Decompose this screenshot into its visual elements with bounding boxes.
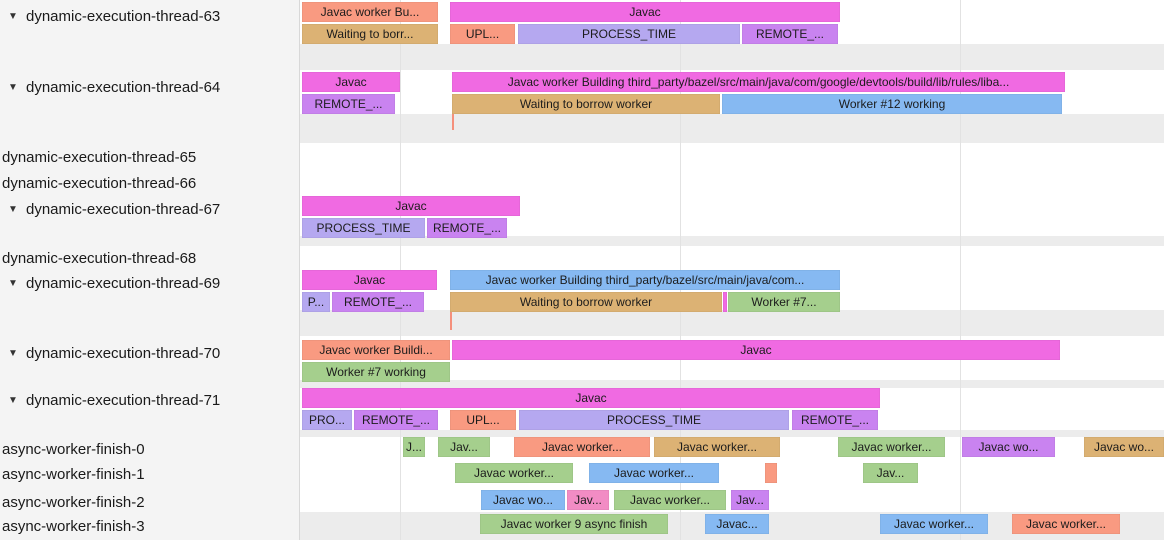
trace-slice[interactable]: Javac wo... [962,437,1055,457]
trace-slice[interactable]: UPL... [450,24,515,44]
trace-slice[interactable]: PROCESS_TIME [519,410,789,430]
row-band [300,44,1164,70]
track-label-text: dynamic-execution-thread-66 [2,174,197,192]
trace-slice[interactable]: Javac worker... [838,437,945,457]
trace-slice[interactable]: Worker #12 working [722,94,1062,114]
collapse-triangle-icon[interactable]: ▼ [8,347,18,359]
row-band [300,236,1164,246]
track-label-text: dynamic-execution-thread-64 [26,78,221,96]
track-label-dynamic-execution-thread-69[interactable]: ▼ dynamic-execution-thread-69 [8,273,220,293]
track-label-text: dynamic-execution-thread-68 [2,249,197,267]
collapse-triangle-icon[interactable]: ▼ [8,10,18,22]
row-band [300,310,1164,336]
track-label-async-worker-finish-3[interactable]: async-worker-finish-3 [2,516,145,536]
time-gridline [960,0,961,540]
collapse-triangle-icon[interactable]: ▼ [8,277,18,289]
trace-slice[interactable]: Javac wo... [1084,437,1164,457]
trace-slice[interactable]: Javac wo... [481,490,565,510]
trace-slice[interactable]: Javac worker... [589,463,719,483]
row-band [300,114,1164,143]
trace-slice[interactable]: Worker #7 working [302,362,450,382]
trace-slice[interactable]: Jav... [438,437,490,457]
track-label-dynamic-execution-thread-66[interactable]: dynamic-execution-thread-66 [2,173,196,193]
track-label-text: async-worker-finish-3 [2,517,145,535]
track-label-text: dynamic-execution-thread-65 [2,148,197,166]
track-label-text: async-worker-finish-1 [2,465,145,483]
row-band [300,430,1164,437]
track-label-async-worker-finish-2[interactable]: async-worker-finish-2 [2,492,145,512]
track-label-text: dynamic-execution-thread-70 [26,344,221,362]
trace-slice[interactable]: REMOTE_... [792,410,878,430]
track-label-dynamic-execution-thread-70[interactable]: ▼ dynamic-execution-thread-70 [8,343,220,363]
track-label-async-worker-finish-1[interactable]: async-worker-finish-1 [2,464,145,484]
trace-slice[interactable] [723,292,727,312]
track-label-text: dynamic-execution-thread-71 [26,391,221,409]
trace-slice[interactable]: Javac [302,196,520,216]
trace-slice[interactable]: Waiting to borrow worker [450,292,722,312]
trace-slice[interactable]: J... [403,437,425,457]
trace-slice[interactable]: Javac worker... [1012,514,1120,534]
trace-slice[interactable]: Javac worker... [614,490,726,510]
collapse-triangle-icon[interactable]: ▼ [8,203,18,215]
track-label-dynamic-execution-thread-67[interactable]: ▼ dynamic-execution-thread-67 [8,199,220,219]
trace-slice-small[interactable] [452,114,454,130]
track-label-text: dynamic-execution-thread-67 [26,200,221,218]
track-label-dynamic-execution-thread-71[interactable]: ▼ dynamic-execution-thread-71 [8,390,220,410]
trace-slice[interactable]: Javac worker 9 async finish [480,514,668,534]
track-label-dynamic-execution-thread-63[interactable]: ▼ dynamic-execution-thread-63 [8,6,220,26]
trace-slice[interactable]: P... [302,292,330,312]
trace-slice[interactable]: Worker #7... [728,292,840,312]
trace-slice[interactable]: Javac worker... [514,437,650,457]
trace-slice[interactable]: Javac worker Bu... [302,2,438,22]
trace-slice[interactable]: PRO... [302,410,352,430]
trace-slice[interactable]: PROCESS_TIME [518,24,740,44]
track-label-text: dynamic-execution-thread-69 [26,274,221,292]
trace-slice[interactable]: Javac... [705,514,769,534]
trace-slice[interactable]: REMOTE_... [332,292,424,312]
trace-slice[interactable]: Javac worker Buildi... [302,340,450,360]
trace-slice[interactable]: Javac [302,72,400,92]
collapse-triangle-icon[interactable]: ▼ [8,394,18,406]
trace-slice[interactable]: Waiting to borrow worker [452,94,720,114]
track-label-dynamic-execution-thread-64[interactable]: ▼ dynamic-execution-thread-64 [8,77,220,97]
collapse-triangle-icon[interactable]: ▼ [8,81,18,93]
trace-slice[interactable]: Javac worker Building third_party/bazel/… [452,72,1065,92]
trace-slice[interactable]: Jav... [731,490,769,510]
track-label-dynamic-execution-thread-68[interactable]: dynamic-execution-thread-68 [2,248,196,268]
track-label-text: dynamic-execution-thread-63 [26,7,221,25]
trace-slice[interactable] [765,463,777,483]
track-label-text: async-worker-finish-2 [2,493,145,511]
trace-slice[interactable]: Javac [450,2,840,22]
trace-slice[interactable]: Jav... [863,463,918,483]
trace-slice[interactable]: REMOTE_... [302,94,395,114]
trace-slice[interactable]: Waiting to borr... [302,24,438,44]
trace-slice[interactable]: REMOTE_... [427,218,507,238]
track-labels-panel: ▼ dynamic-execution-thread-63 ▼ dynamic-exe… [0,0,300,540]
track-label-text: async-worker-finish-0 [2,440,145,458]
trace-slice[interactable]: Javac [302,388,880,408]
track-label-async-worker-finish-0[interactable]: async-worker-finish-0 [2,439,145,459]
track-label-dynamic-execution-thread-65[interactable]: dynamic-execution-thread-65 [2,147,196,167]
row-band [300,380,1164,388]
trace-slice[interactable]: Javac [452,340,1060,360]
trace-slice[interactable]: PROCESS_TIME [302,218,425,238]
trace-slice[interactable]: Javac worker... [880,514,988,534]
trace-slice[interactable]: Javac [302,270,437,290]
trace-slice[interactable]: REMOTE_... [354,410,438,430]
trace-slice[interactable]: UPL... [450,410,516,430]
trace-slice[interactable]: Javac worker... [455,463,573,483]
trace-slice[interactable]: REMOTE_... [742,24,838,44]
trace-slice[interactable]: Javac worker... [654,437,780,457]
trace-slice[interactable]: Jav... [567,490,609,510]
trace-slice-small[interactable] [450,311,452,330]
trace-slice[interactable]: Javac worker Building third_party/bazel/… [450,270,840,290]
